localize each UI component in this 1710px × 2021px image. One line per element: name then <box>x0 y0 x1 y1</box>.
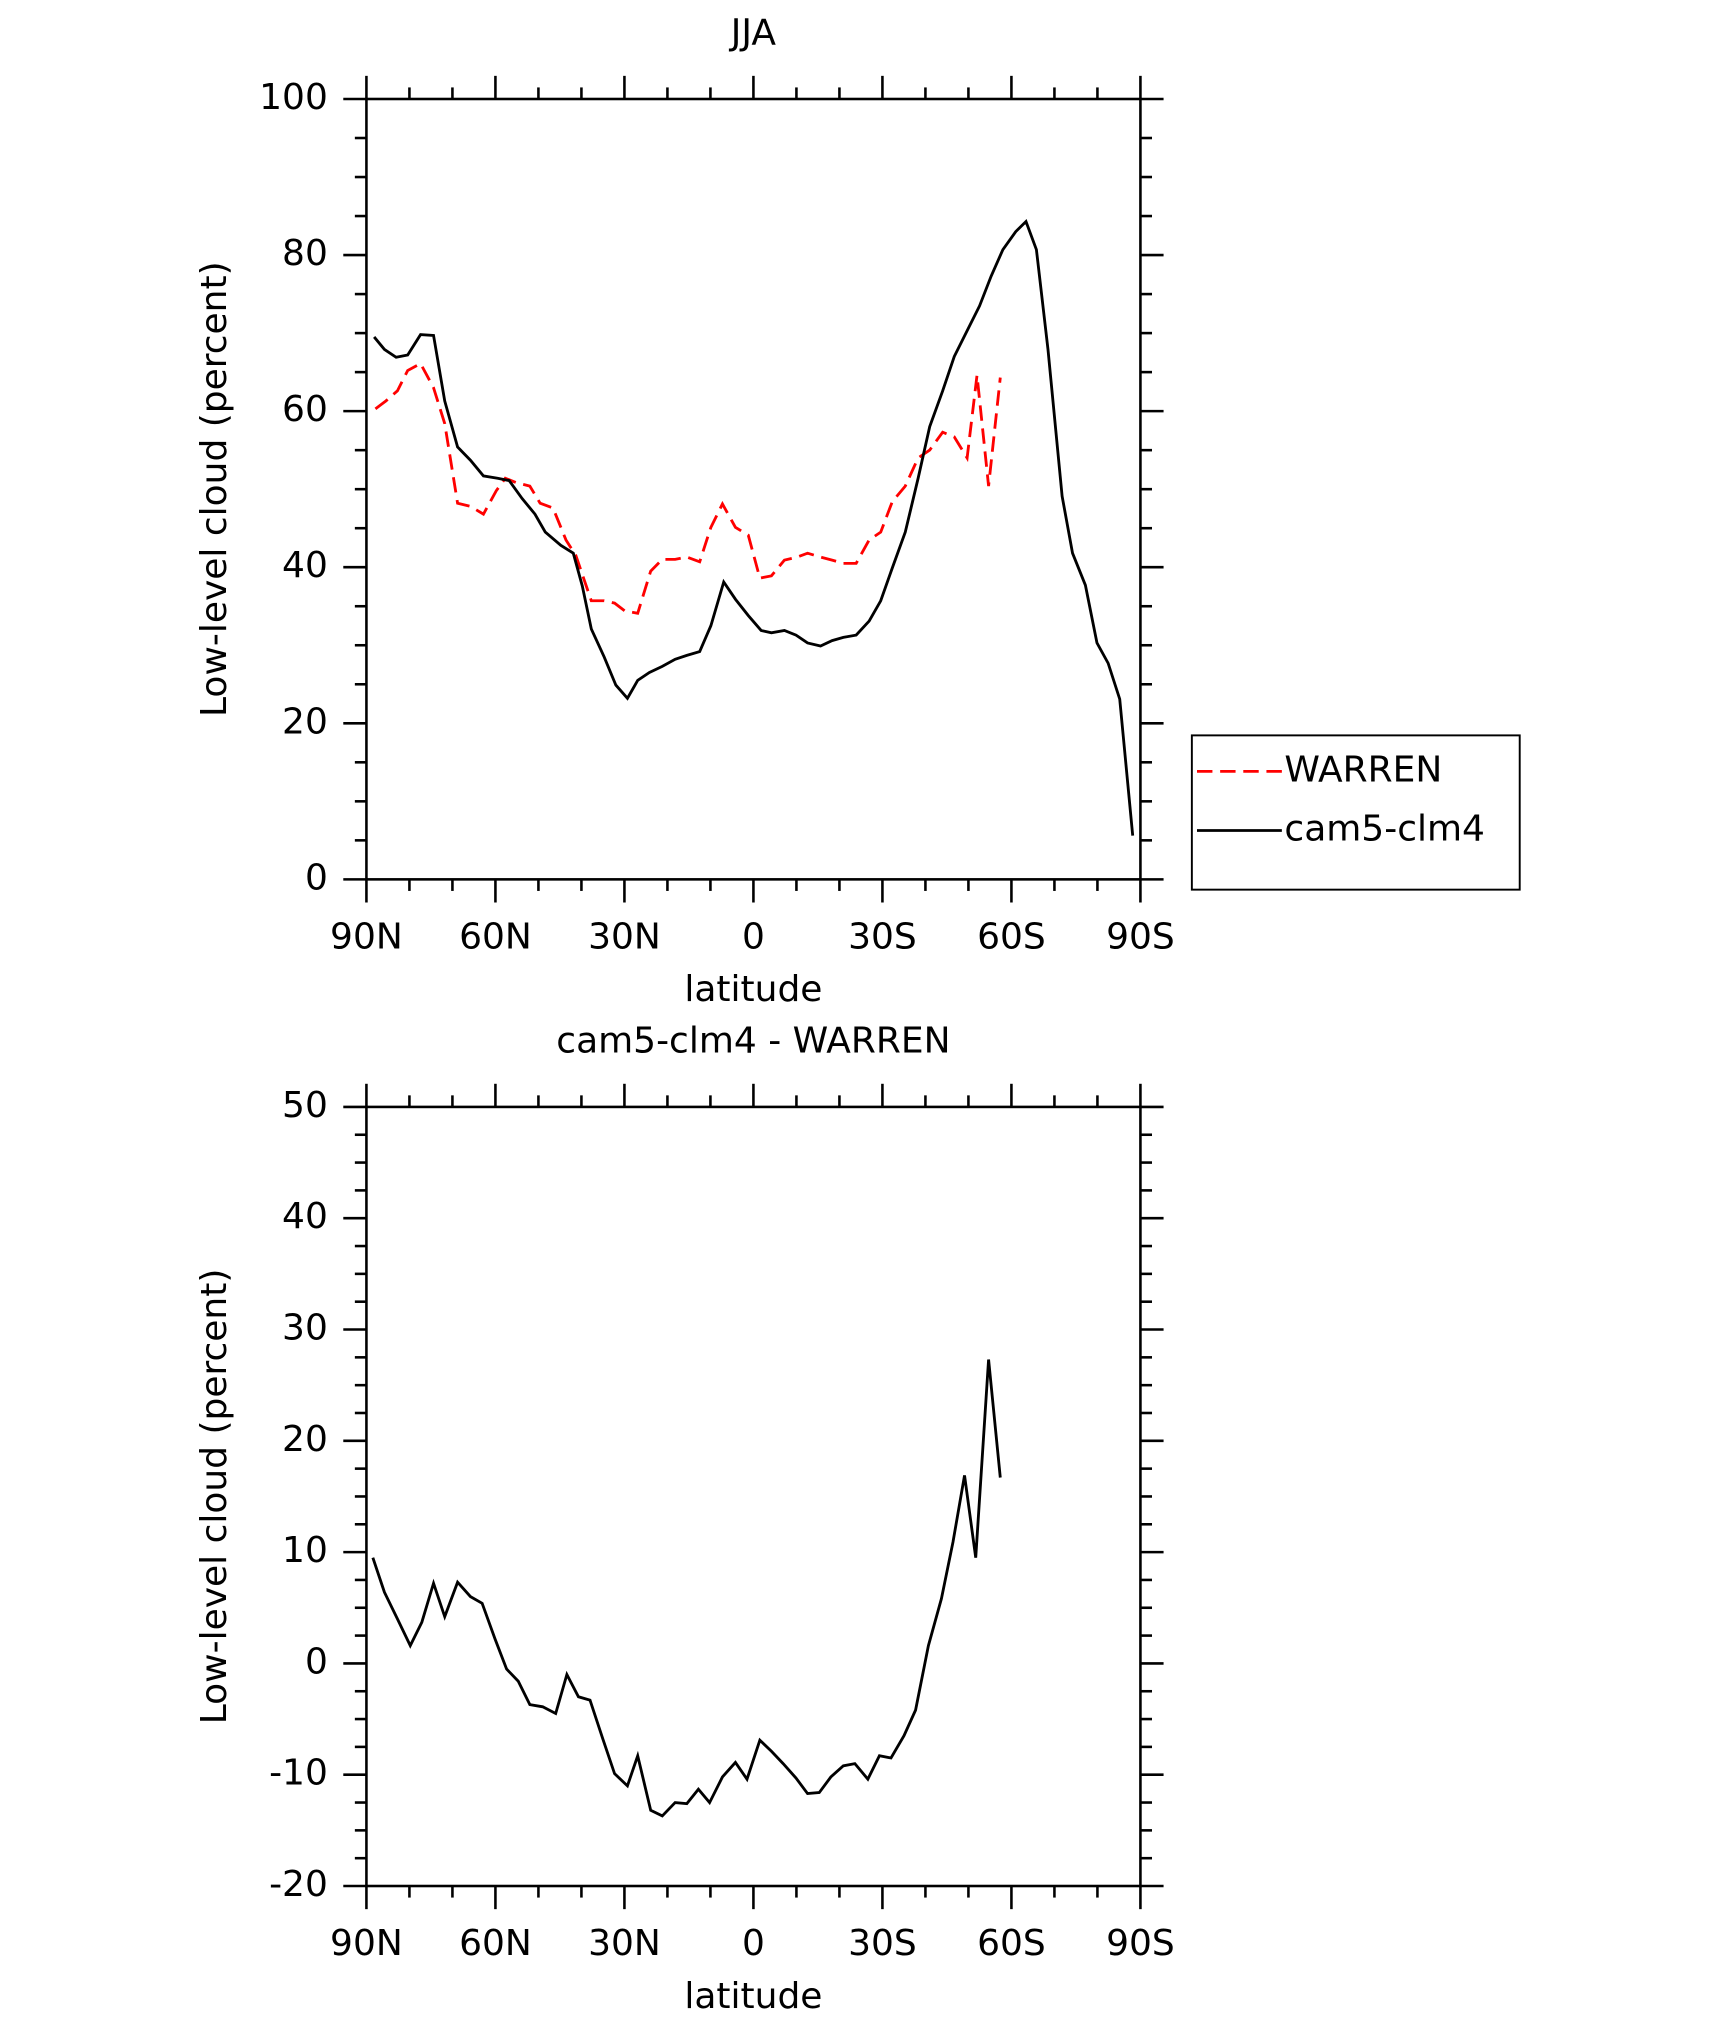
x-tick-label: 0 <box>742 1923 765 1964</box>
x-tick-label: 60N <box>459 917 532 958</box>
x-tick-label: 30N <box>588 917 661 958</box>
plot-frame <box>365 1105 1142 1888</box>
y-tick-label: -20 <box>269 1864 328 1905</box>
x-tick-label: 0 <box>742 917 765 958</box>
legend-label: cam5-clm4 <box>1284 809 1485 850</box>
x-tick-label: 90S <box>1106 917 1175 958</box>
legend-label: WARREN <box>1284 749 1442 790</box>
y-axis-label: Low-level cloud (percent) <box>194 261 235 717</box>
x-axis-label: latitude <box>684 1976 822 2017</box>
x-tick-label: 60S <box>977 1923 1046 1964</box>
x-tick-label: 30S <box>848 917 917 958</box>
x-axis-label: latitude <box>684 969 822 1010</box>
data-line <box>374 361 1002 615</box>
chart-title: cam5-clm4 - WARREN <box>556 1021 950 1062</box>
y-tick-label: 60 <box>282 389 328 430</box>
data-line <box>373 218 1135 836</box>
chart-title: JJA <box>729 13 777 54</box>
y-tick-label: 80 <box>282 233 328 274</box>
x-tick-label: 90S <box>1106 1923 1175 1964</box>
y-tick-label: 50 <box>282 1085 328 1126</box>
y-axis-label: Low-level cloud (percent) <box>194 1269 235 1725</box>
y-tick-label: 20 <box>282 701 328 742</box>
legend-box <box>1190 734 1521 891</box>
y-tick-label: 20 <box>282 1419 328 1460</box>
data-line <box>371 1359 1002 1818</box>
y-tick-label: 10 <box>282 1530 328 1571</box>
y-tick-label: 30 <box>282 1308 328 1349</box>
x-tick-label: 30S <box>848 1923 917 1964</box>
y-tick-label: 100 <box>259 77 328 118</box>
y-tick-label: 0 <box>305 1641 328 1682</box>
x-tick-label: 90N <box>330 1923 403 1964</box>
x-tick-label: 90N <box>330 917 403 958</box>
plot-frame <box>365 97 1142 881</box>
y-tick-label: 0 <box>305 857 328 898</box>
x-tick-label: 30N <box>588 1923 661 1964</box>
y-tick-label: 40 <box>282 1196 328 1237</box>
y-tick-label: -10 <box>269 1753 328 1794</box>
x-tick-label: 60S <box>977 917 1046 958</box>
x-tick-label: 60N <box>459 1923 532 1964</box>
y-tick-label: 40 <box>282 545 328 586</box>
